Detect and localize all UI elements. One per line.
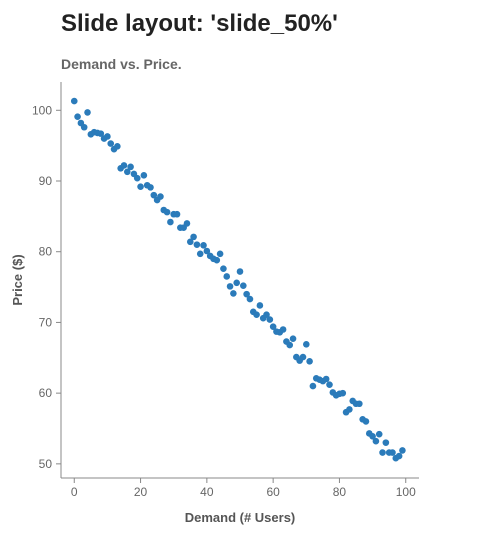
data-point (97, 130, 105, 137)
data-point (203, 247, 211, 255)
data-point (236, 268, 244, 275)
data-point (389, 449, 396, 456)
x-tick-label: 100 (396, 485, 416, 499)
data-point (356, 400, 363, 408)
data-point (84, 109, 91, 116)
data-point (326, 381, 333, 388)
data-point (157, 193, 164, 200)
data-point (123, 168, 131, 176)
data-point (104, 133, 111, 140)
data-point (213, 256, 221, 264)
data-point (243, 290, 250, 298)
data-point (190, 233, 197, 241)
slide-title: Slide layout: 'slide_50%' (61, 10, 338, 37)
x-tick-label: 60 (266, 485, 280, 499)
data-point (183, 220, 191, 227)
data-point (70, 97, 78, 105)
data-point (220, 265, 227, 272)
y-tick-label: 70 (39, 315, 53, 329)
data-point (322, 375, 330, 383)
x-tick-label: 80 (333, 485, 347, 499)
data-point (279, 326, 287, 333)
y-axis: 50 60 70 80 90 100 (32, 82, 62, 478)
data-point (233, 279, 240, 287)
data-points (70, 97, 406, 462)
y-tick-label: 50 (39, 457, 53, 471)
y-tick-label: 80 (39, 245, 53, 259)
x-tick-label: 20 (134, 485, 148, 499)
data-point (256, 302, 264, 309)
data-point (253, 311, 260, 318)
data-point (395, 452, 403, 460)
data-point (269, 323, 277, 330)
data-point (372, 437, 380, 445)
data-point (309, 382, 317, 390)
data-point (216, 250, 224, 258)
data-point (346, 406, 353, 413)
data-point (147, 184, 154, 191)
data-point (399, 447, 406, 454)
data-point (306, 358, 313, 365)
y-tick-label: 90 (39, 174, 53, 188)
data-point (200, 242, 207, 249)
x-axis: 0 20 40 60 80 100 (61, 477, 419, 499)
x-tick-label: 40 (200, 485, 214, 499)
data-point (382, 439, 390, 446)
data-point (74, 113, 81, 120)
y-tick-label: 100 (32, 103, 52, 117)
data-point (167, 218, 174, 226)
data-point (137, 183, 144, 190)
data-point (246, 295, 254, 303)
chart-title: Demand vs. Price. (61, 56, 182, 72)
data-point (230, 290, 237, 297)
data-point (266, 316, 274, 323)
data-point (196, 250, 204, 258)
data-point (369, 432, 376, 440)
data-point (223, 273, 231, 280)
data-point (80, 123, 88, 131)
data-point (127, 163, 134, 171)
data-point (299, 353, 307, 361)
data-point (163, 208, 171, 216)
x-tick-label: 0 (71, 485, 78, 499)
y-tick-label: 60 (39, 386, 53, 400)
data-point (302, 341, 310, 348)
data-point (379, 449, 386, 456)
data-point (173, 210, 181, 218)
data-point (193, 241, 201, 248)
data-point (286, 341, 294, 349)
data-point (150, 191, 158, 199)
data-point (120, 162, 128, 169)
data-point (107, 140, 115, 147)
data-point (226, 283, 234, 290)
data-point (339, 389, 347, 397)
data-point (263, 311, 270, 318)
data-point (289, 335, 297, 342)
data-point (140, 172, 148, 179)
data-point (362, 418, 370, 425)
data-point (133, 174, 141, 182)
data-point (375, 430, 383, 438)
x-axis-label: Demand (# Users) (185, 510, 296, 525)
data-point (186, 238, 194, 246)
data-point (240, 282, 247, 289)
data-point (114, 143, 121, 150)
y-axis-label: Price ($) (10, 254, 25, 305)
